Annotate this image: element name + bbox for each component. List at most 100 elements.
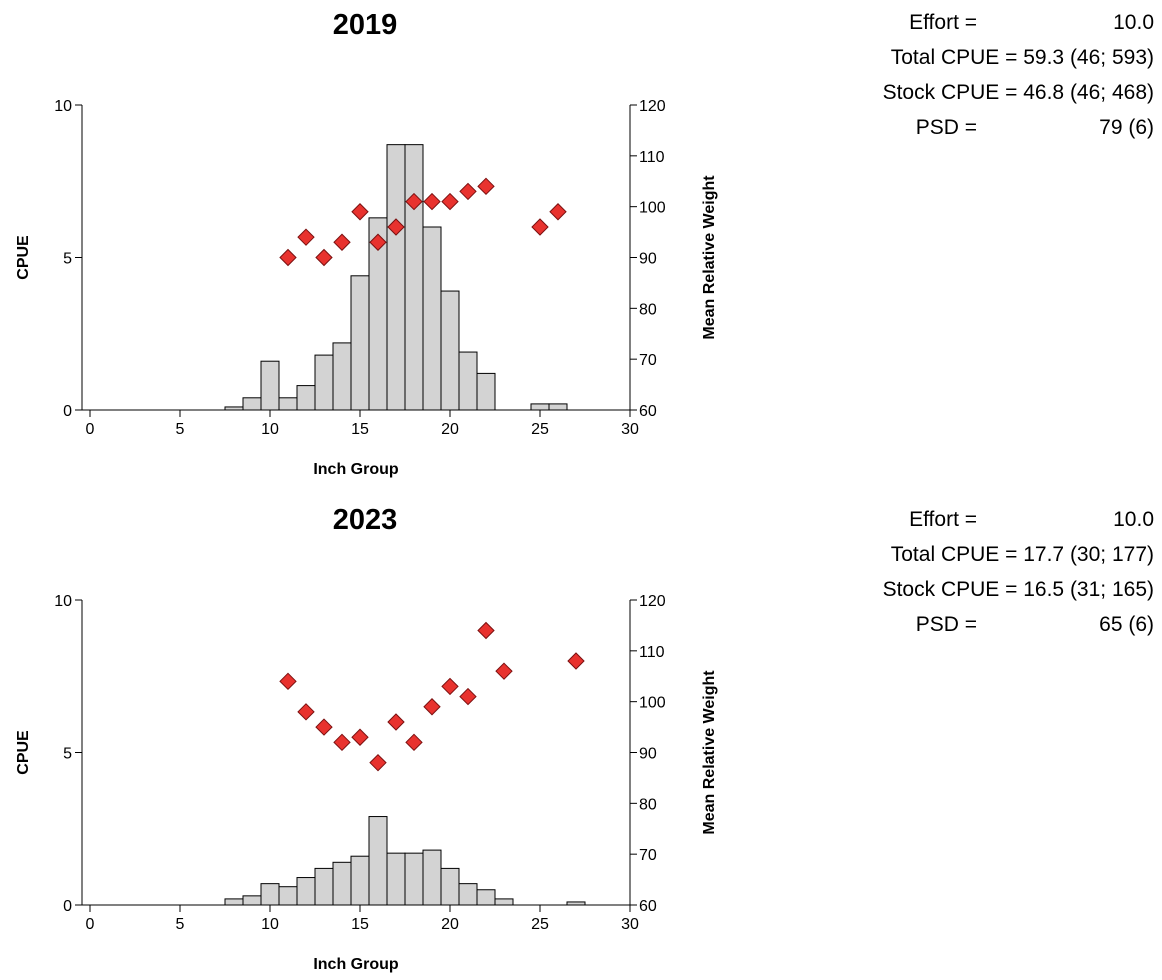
wr-point-23 <box>495 662 513 680</box>
y-tick-label: 0 <box>63 898 72 915</box>
stat-label: Total CPUE = <box>890 46 1024 69</box>
bar-8 <box>224 898 244 906</box>
y2-tick-label: 120 <box>639 98 666 115</box>
stat-value: 79 (6) <box>1099 116 1154 139</box>
bar-9 <box>242 895 262 906</box>
x-tick-label: 15 <box>351 916 369 933</box>
x-tick-label: 30 <box>621 421 639 438</box>
wr-point-14 <box>333 233 351 251</box>
wr-point-13 <box>315 248 333 267</box>
bar-11 <box>278 886 298 906</box>
wr-point-19 <box>423 192 441 211</box>
bar-15 <box>350 855 370 906</box>
stat-value: 10.0 <box>1113 508 1154 531</box>
wr-point-11 <box>279 248 297 267</box>
bar-15 <box>350 275 370 411</box>
stats-panel-2019: Effort = 10.0 Total CPUE = 59.3 (46; 593… <box>734 5 1154 145</box>
y2-tick-label: 120 <box>639 593 666 610</box>
wr-point-27 <box>567 652 585 670</box>
wr-point-26 <box>549 203 567 221</box>
bar-19 <box>422 226 442 411</box>
wr-point-13 <box>315 718 333 736</box>
wr-point-17 <box>387 713 405 731</box>
wr-point-15 <box>351 728 369 746</box>
y-tick-label: 5 <box>63 746 72 763</box>
chart-title: 2019 <box>333 9 398 41</box>
stat-value: 65 (6) <box>1099 613 1154 636</box>
bar-22 <box>476 372 496 411</box>
wr-point-16 <box>369 753 387 772</box>
stat-value: 59.3 (46; 593) <box>1023 46 1154 69</box>
x-tick-label: 5 <box>176 916 185 933</box>
bar-13 <box>314 354 334 411</box>
wr-point-25 <box>531 218 549 236</box>
y2-axis-label: Mean Relative Weight <box>701 670 718 835</box>
bar-13 <box>314 867 334 906</box>
y2-tick-label: 100 <box>639 695 666 712</box>
bar-20 <box>440 290 460 411</box>
x-axis-label: Inch Group <box>313 461 399 478</box>
bar-17 <box>386 144 406 411</box>
x-tick-label: 30 <box>621 916 639 933</box>
wr-point-11 <box>279 672 297 691</box>
y2-tick-label: 70 <box>639 847 657 864</box>
wr-point-18 <box>405 733 423 752</box>
bar-11 <box>278 397 298 411</box>
wr-point-17 <box>387 218 405 236</box>
stat-value: 46.8 (46; 468) <box>1023 81 1154 104</box>
x-tick-label: 0 <box>86 916 95 933</box>
wr-point-12 <box>297 228 315 246</box>
wr-point-14 <box>333 733 351 752</box>
x-tick-label: 15 <box>351 421 369 438</box>
bar-9 <box>242 397 262 411</box>
chart-2019: 2019 0 5 10 15 20 25 30 0 5 10 60 70 80 90 100 110 120 Inc… <box>15 9 718 478</box>
y2-tick-label: 60 <box>639 403 657 420</box>
bar-12 <box>296 385 316 411</box>
y2-tick-label: 110 <box>639 149 665 166</box>
bar-18 <box>404 852 424 906</box>
bar-23 <box>494 898 514 906</box>
y-tick-label: 10 <box>54 593 72 610</box>
bar-10 <box>260 360 280 411</box>
y2-tick-label: 90 <box>639 251 657 268</box>
chart-title: 2023 <box>333 504 398 536</box>
x-tick-label: 5 <box>176 421 185 438</box>
bar-10 <box>260 883 280 906</box>
stat-psd: PSD = 79 (6) <box>734 110 1154 145</box>
x-tick-label: 25 <box>531 421 549 438</box>
stat-total-cpue: Total CPUE = 17.7 (30; 177) <box>734 537 1154 572</box>
stat-label: PSD = <box>915 613 977 636</box>
y2-tick-label: 70 <box>639 352 657 369</box>
y-tick-label: 10 <box>54 98 72 115</box>
y2-tick-label: 100 <box>639 200 666 217</box>
y-axis-label: CPUE <box>15 730 32 775</box>
bar-16 <box>368 816 388 906</box>
wr-point-21 <box>459 687 477 706</box>
wr-point-20 <box>441 192 459 211</box>
stat-total-cpue: Total CPUE = 59.3 (46; 593) <box>734 40 1154 75</box>
y2-tick-label: 110 <box>639 644 665 661</box>
x-tick-label: 20 <box>441 916 459 933</box>
wr-point-21 <box>459 182 477 201</box>
x-tick-label: 10 <box>261 421 279 438</box>
stat-value: 10.0 <box>1113 11 1154 34</box>
wr-point-19 <box>423 698 441 716</box>
x-tick-label: 25 <box>531 916 549 933</box>
y-tick-label: 5 <box>63 251 72 268</box>
stat-effort: Effort = 10.0 <box>734 5 1154 40</box>
bar-20 <box>440 867 460 906</box>
stat-value: 17.7 (30; 177) <box>1023 543 1154 566</box>
bar-26 <box>548 403 568 411</box>
stats-panel-2023: Effort = 10.0 Total CPUE = 17.7 (30; 177… <box>734 502 1154 642</box>
y2-tick-label: 80 <box>639 796 657 813</box>
bar-14 <box>332 861 352 906</box>
y2-axis-label: Mean Relative Weight <box>701 175 718 340</box>
y2-tick-label: 90 <box>639 746 657 763</box>
bar-19 <box>422 849 442 906</box>
stat-label: Effort = <box>909 508 977 531</box>
y2-tick-label: 60 <box>639 898 657 915</box>
bar-22 <box>476 889 496 906</box>
x-tick-label: 10 <box>261 916 279 933</box>
wr-point-16 <box>369 233 387 251</box>
y-axis-label: CPUE <box>15 235 32 280</box>
